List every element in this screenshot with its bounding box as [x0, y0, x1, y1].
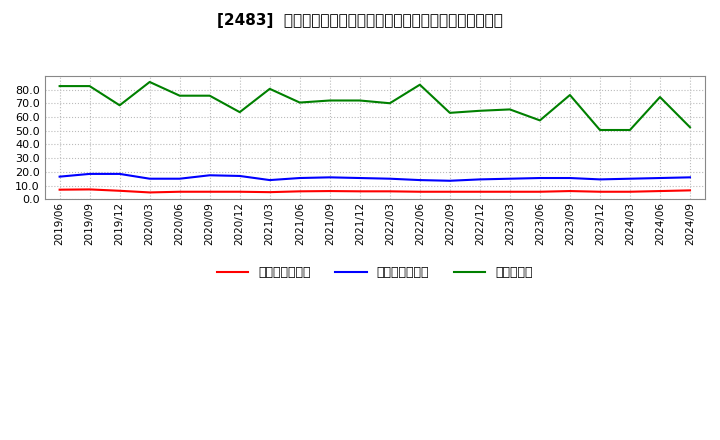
売上債権回転率 [295, 189, 304, 194]
在庫回転率 [205, 93, 214, 98]
在庫回転率 [536, 118, 544, 123]
Legend: 売上債権回転率, 買入債務回転率, 在庫回転率: 売上債権回転率, 買入債務回転率, 在庫回転率 [212, 261, 538, 284]
在庫回転率 [446, 110, 454, 115]
買入債務回転率 [685, 175, 694, 180]
在庫回転率 [505, 107, 514, 112]
在庫回転率 [685, 125, 694, 130]
売上債権回転率 [566, 188, 575, 194]
買入債務回転率 [145, 176, 154, 181]
在庫回転率 [385, 101, 394, 106]
Line: 買入債務回転率: 買入債務回転率 [60, 174, 690, 181]
在庫回転率 [356, 98, 364, 103]
在庫回転率 [145, 79, 154, 84]
買入債務回転率 [115, 171, 124, 176]
買入債務回転率 [235, 173, 244, 179]
買入債務回転率 [356, 176, 364, 181]
売上債権回転率 [685, 188, 694, 193]
在庫回転率 [626, 127, 634, 132]
買入債務回転率 [656, 176, 665, 181]
買入債務回転率 [566, 176, 575, 181]
買入債務回転率 [176, 176, 184, 181]
売上債権回転率 [235, 189, 244, 194]
買入債務回転率 [415, 177, 424, 183]
売上債権回転率 [266, 190, 274, 195]
在庫回転率 [566, 92, 575, 98]
買入債務回転率 [505, 176, 514, 181]
売上債権回転率 [115, 188, 124, 194]
売上債権回転率 [446, 189, 454, 194]
買入債務回転率 [626, 176, 634, 181]
買入債務回転率 [205, 172, 214, 178]
在庫回転率 [176, 93, 184, 98]
売上債権回転率 [626, 189, 634, 194]
Text: [2483]  売上債権回転率、買入債務回転率、在庫回転率の推移: [2483] 売上債権回転率、買入債務回転率、在庫回転率の推移 [217, 13, 503, 28]
在庫回転率 [55, 84, 64, 89]
Line: 在庫回転率: 在庫回転率 [60, 82, 690, 130]
在庫回転率 [475, 108, 484, 114]
買入債務回転率 [385, 176, 394, 181]
売上債権回転率 [415, 189, 424, 194]
売上債権回転率 [656, 188, 665, 194]
買入債務回転率 [295, 176, 304, 181]
在庫回転率 [85, 84, 94, 89]
買入債務回転率 [266, 177, 274, 183]
売上債権回転率 [55, 187, 64, 192]
在庫回転率 [415, 82, 424, 88]
在庫回転率 [325, 98, 334, 103]
売上債権回転率 [205, 189, 214, 194]
買入債務回転率 [85, 171, 94, 176]
売上債権回転率 [385, 189, 394, 194]
在庫回転率 [266, 86, 274, 92]
買入債務回転率 [595, 177, 604, 182]
売上債権回転率 [595, 189, 604, 194]
在庫回転率 [235, 110, 244, 115]
売上債権回転率 [176, 189, 184, 194]
Line: 売上債権回転率: 売上債権回転率 [60, 189, 690, 192]
買入債務回転率 [475, 177, 484, 182]
在庫回転率 [595, 127, 604, 132]
買入債務回転率 [446, 178, 454, 183]
在庫回転率 [115, 103, 124, 108]
買入債務回転率 [55, 174, 64, 179]
売上債権回転率 [536, 189, 544, 194]
売上債権回転率 [356, 189, 364, 194]
買入債務回転率 [536, 176, 544, 181]
売上債権回転率 [325, 188, 334, 194]
在庫回転率 [656, 95, 665, 100]
売上債権回転率 [145, 190, 154, 195]
買入債務回転率 [325, 175, 334, 180]
在庫回転率 [295, 100, 304, 105]
売上債権回転率 [505, 189, 514, 194]
売上債権回転率 [475, 189, 484, 194]
売上債権回転率 [85, 187, 94, 192]
